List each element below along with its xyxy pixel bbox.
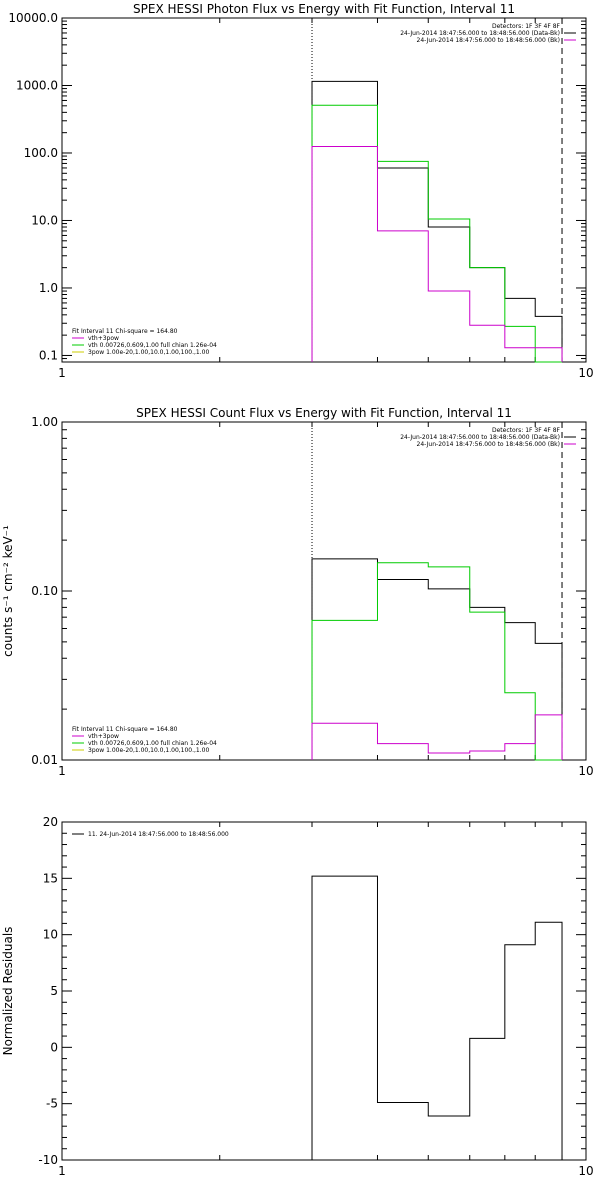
legend-entry: vth 0.00726,0.609,1.00 full chian 1.26e-… [88, 740, 217, 747]
y-tick-label: 5 [50, 984, 58, 998]
plot-frame [61, 421, 587, 761]
y-tick-label: 0 [50, 1040, 58, 1054]
legend-entry: 3pow 1.00e-20,1.00,10.0,1.00,100.,1.00 [88, 747, 209, 754]
y-tick-label: 1.00 [31, 415, 58, 429]
x-tick-label: 10 [578, 366, 593, 380]
y-tick-label: 1000.0 [16, 78, 58, 92]
y-tick-label: 15 [43, 871, 58, 885]
x-tick-label: 10 [578, 1164, 593, 1178]
series-0-step-line [311, 875, 563, 1160]
y-tick-label: -5 [46, 1097, 58, 1111]
y-tick-label: 10000.0 [8, 11, 58, 25]
x-tick-label: 1 [58, 1164, 66, 1178]
y-tick-label: 20 [43, 815, 58, 829]
legend-entry: vth+3pow [88, 335, 119, 342]
series-2-step-line [311, 145, 563, 362]
chart-title: SPEX HESSI Photon Flux vs Energy with Fi… [133, 2, 515, 16]
y-tick-label: 10 [43, 928, 58, 942]
y-tick-label: -10 [38, 1153, 58, 1167]
series-0-step-line [311, 558, 563, 760]
count-flux-plot: SPEX HESSI Count Flux vs Energy with Fit… [1, 406, 594, 778]
legend-entry: vth+3pow [88, 733, 119, 740]
legend-entry: 11. 24-Jun-2014 18:47:56.000 to 18:48:56… [88, 831, 229, 838]
plot-frame [61, 17, 587, 363]
y-tick-label: 1.0 [39, 281, 58, 295]
y-axis-label: counts s⁻¹ cm⁻² keV⁻¹ [1, 525, 15, 657]
y-axis-label: Normalized Residuals [1, 927, 15, 1056]
legend-entry: Fit Interval 11 Chi-square = 164.80 [72, 726, 178, 733]
photon-flux-plot: SPEX HESSI Photon Flux vs Energy with Fi… [8, 2, 593, 380]
x-tick-label: 1 [58, 764, 66, 778]
series-1-step-line [311, 562, 563, 761]
chart-title: SPEX HESSI Count Flux vs Energy with Fit… [136, 406, 512, 420]
legend-entry: 24-Jun-2014 18:47:56.000 to 18:48:56.000… [417, 37, 560, 44]
legend-entry: Fit Interval 11 Chi-square = 164.80 [72, 328, 178, 335]
y-tick-label: 0.1 [39, 348, 58, 362]
plot-frame [61, 821, 587, 1161]
y-tick-label: 0.10 [31, 584, 58, 598]
y-tick-label: 0.01 [31, 753, 58, 767]
legend-entry: 24-Jun-2014 18:47:56.000 to 18:48:56.000… [400, 434, 560, 441]
x-tick-label: 10 [578, 764, 593, 778]
x-tick-label: 1 [58, 366, 66, 380]
series-0-step-line [311, 80, 563, 362]
legend-entry: Detectors: 1F 3F 4F 8F [492, 23, 561, 30]
legend-entry: vth 0.00726,0.609,1.00 full chian 1.26e-… [88, 342, 217, 349]
legend-entry: 24-Jun-2014 18:47:56.000 to 18:48:56.000… [417, 441, 560, 448]
legend-entry: Detectors: 1F 3F 4F 8F [492, 427, 561, 434]
y-tick-label: 100.0 [24, 146, 58, 160]
legend-entry: 24-Jun-2014 18:47:56.000 to 18:48:56.000… [400, 30, 560, 37]
residuals-plot: Normalized Residuals 1 10 -10 -5 0 5 10 15 20 11. … [1, 815, 594, 1178]
legend-entry: 3pow 1.00e-20,1.00,10.0,1.00,100.,1.00 [88, 349, 209, 356]
series-1-step-line [311, 104, 563, 363]
series-2-step-line [311, 714, 563, 760]
y-tick-label: 10.0 [31, 213, 58, 227]
